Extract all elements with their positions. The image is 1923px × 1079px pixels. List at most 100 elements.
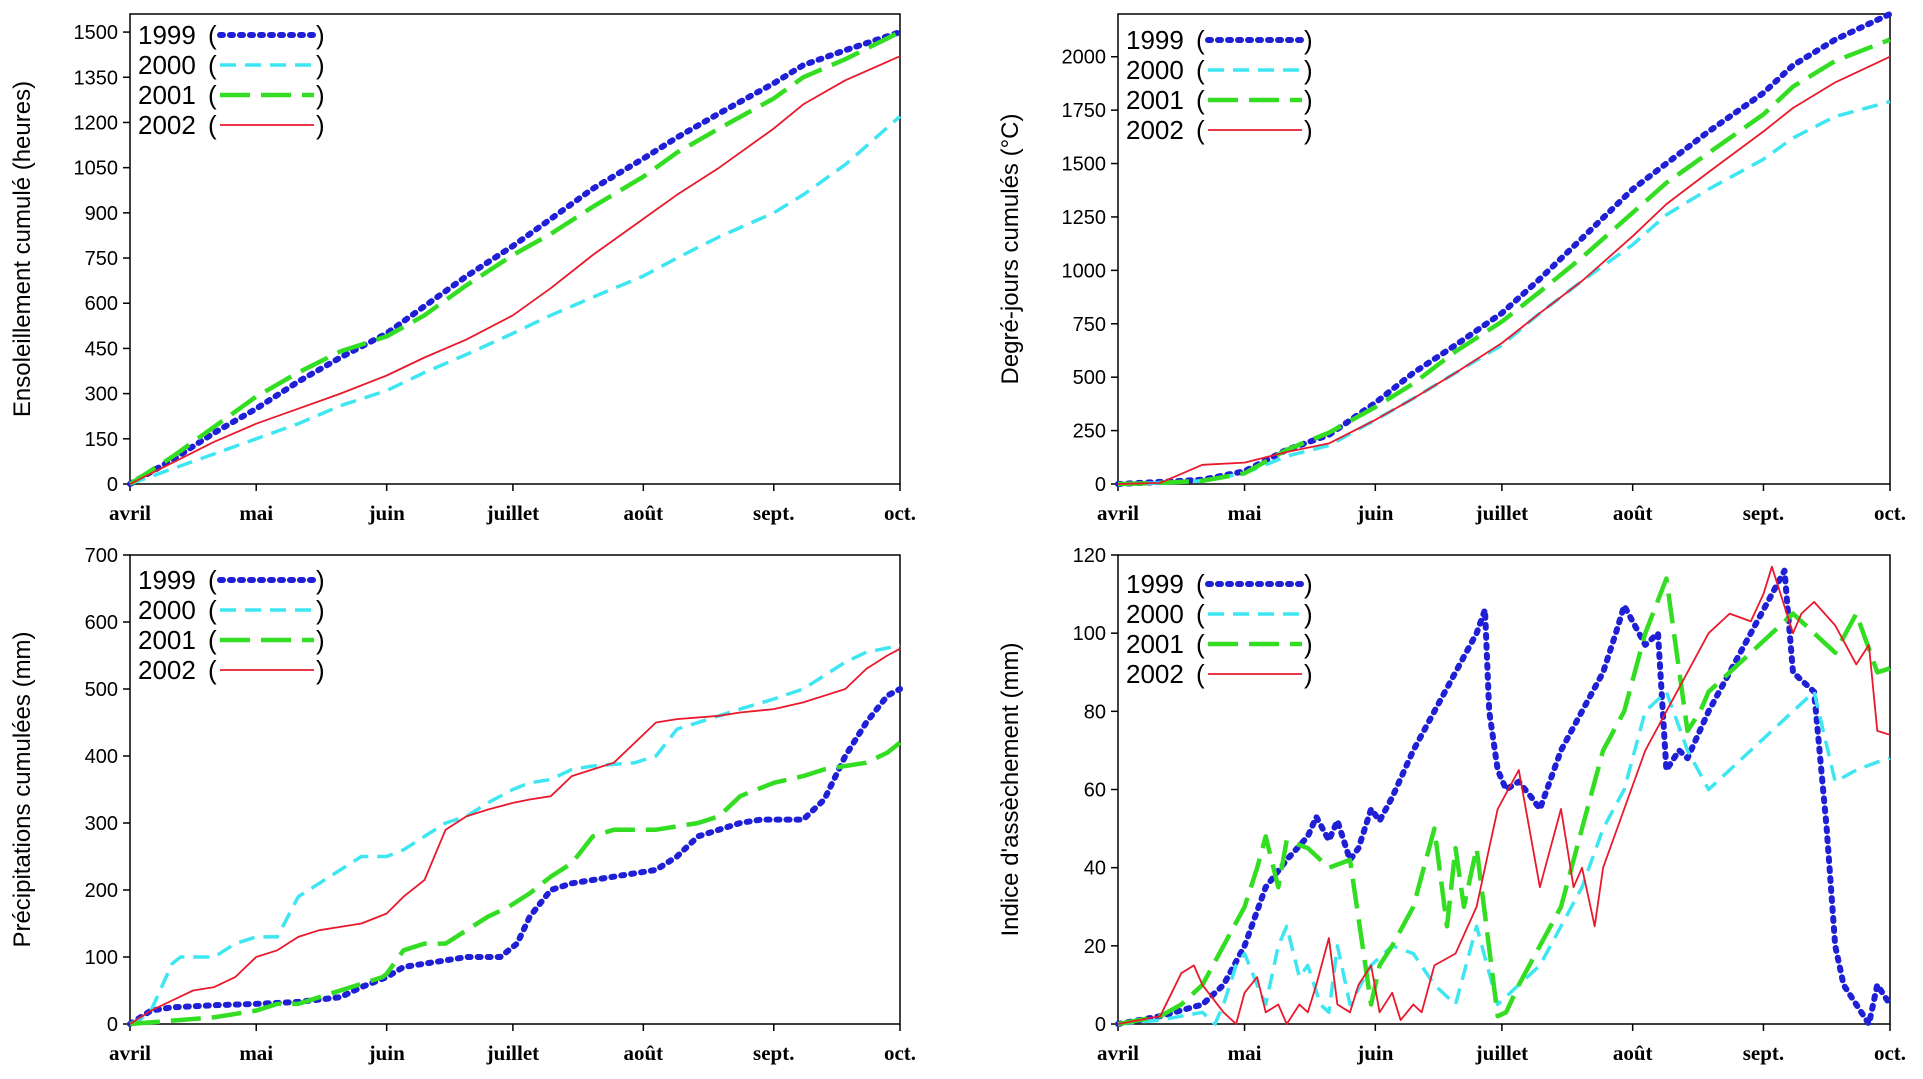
legend-open-paren: ( (1196, 55, 1205, 85)
y-tick-label: 300 (85, 384, 118, 406)
legend-label: 2002 (138, 655, 196, 685)
legend-entry-2000: 2000 () (138, 50, 325, 80)
x-tick-label: sept. (753, 501, 794, 525)
x-tick-label: avril (1097, 501, 1139, 525)
y-axis-label: Précipitations cumulées (mm) (9, 631, 36, 947)
x-tick-label: août (1613, 501, 1653, 525)
x-tick-label: juillet (1475, 1041, 1529, 1065)
legend-close-paren: ) (1304, 25, 1313, 55)
legend-entry-2001: 2001 () (1126, 629, 1313, 659)
x-tick-label: mai (1228, 1041, 1262, 1065)
legend-open-paren: ( (208, 110, 217, 140)
y-tick-label: 750 (85, 248, 118, 270)
y-tick-label: 60 (1084, 780, 1106, 802)
y-tick-label: 120 (1073, 545, 1106, 567)
legend-entry-1999: 1999 () (1126, 569, 1313, 599)
legend-entry-1999: 1999 () (138, 565, 325, 595)
series-line-2001 (128, 30, 901, 486)
x-tick-label: juin (1356, 1041, 1394, 1065)
y-tick-label: 300 (85, 813, 118, 835)
legend-entry-2000: 2000 () (1126, 55, 1313, 85)
x-tick-label: avril (109, 1041, 151, 1065)
y-tick-label: 450 (85, 338, 118, 360)
legend-close-paren: ) (1304, 659, 1313, 689)
legend-open-paren: ( (1196, 85, 1205, 115)
legend-open-paren: ( (1196, 659, 1205, 689)
y-tick-label: 0 (107, 1014, 118, 1036)
y-tick-label: 1250 (1062, 207, 1107, 229)
x-tick-label: sept. (1743, 1041, 1784, 1065)
legend-entry-2002: 2002 () (1126, 115, 1313, 145)
y-tick-label: 20 (1084, 936, 1106, 958)
series-line-1999 (1115, 11, 1893, 487)
x-tick-label: juillet (1475, 501, 1529, 525)
legend-open-paren: ( (208, 655, 217, 685)
legend-close-paren: ) (316, 80, 325, 110)
y-tick-label: 1500 (1062, 154, 1107, 176)
x-tick-label: juillet (486, 1041, 540, 1065)
legend-open-paren: ( (1196, 25, 1205, 55)
x-tick-label: avril (1097, 1041, 1139, 1065)
y-tick-label: 1750 (1062, 100, 1107, 122)
x-tick-label: sept. (753, 1041, 794, 1065)
y-axis-label: Degré-jours cumulés (°C) (997, 114, 1024, 385)
chart-panel-1: 0 150 300 450 600 750 900 1050 1200 1350 1500 avril… (9, 13, 916, 525)
legend-close-paren: ) (316, 565, 325, 595)
legend-entry-2001: 2001 () (138, 625, 325, 655)
x-tick-label: août (623, 1041, 663, 1065)
legend-close-paren: ) (316, 20, 325, 50)
y-tick-label: 900 (85, 203, 118, 225)
y-axis-label: Ensoleillement cumulé (heures) (9, 81, 36, 417)
legend-entry-2001: 2001 () (1126, 85, 1313, 115)
series-line-2000 (1117, 690, 1891, 1026)
x-tick-label: juin (1356, 501, 1394, 525)
legend-label: 2002 (1126, 659, 1184, 689)
x-tick-label: sept. (1743, 501, 1784, 525)
series-line-2001 (1117, 37, 1891, 487)
y-tick-label: 0 (1095, 1014, 1106, 1036)
legend-label: 2000 (1126, 55, 1184, 85)
series-line-2002 (1117, 565, 1891, 1025)
legend-open-paren: ( (1196, 599, 1205, 629)
x-tick-label: avril (109, 501, 151, 525)
x-tick-label: mai (1228, 501, 1262, 525)
chart-panel-4: 0 20 40 60 80 100 120 avril mai juin juillet août se… (997, 545, 1906, 1065)
plot-frame (1117, 13, 1891, 485)
y-tick-label: 200 (85, 880, 118, 902)
legend-entry-1999: 1999 () (138, 20, 325, 50)
y-tick-label: 150 (85, 429, 118, 451)
legend-close-paren: ) (1304, 569, 1313, 599)
legend-open-paren: ( (208, 595, 217, 625)
legend-close-paren: ) (1304, 629, 1313, 659)
legend-label: 2001 (1126, 85, 1184, 115)
legend-entry-2002: 2002 () (138, 655, 325, 685)
x-tick-label: juin (368, 1041, 406, 1065)
y-tick-label: 750 (1073, 314, 1106, 336)
legend-label: 2002 (1126, 115, 1184, 145)
legend-label: 2002 (138, 110, 196, 140)
x-tick-label: oct. (884, 1041, 916, 1065)
y-tick-label: 250 (1073, 421, 1106, 443)
y-tick-label: 600 (85, 293, 118, 315)
legend-label: 2000 (1126, 599, 1184, 629)
y-tick-label: 100 (1073, 623, 1106, 645)
legend-close-paren: ) (316, 655, 325, 685)
x-tick-label: juin (368, 501, 406, 525)
x-tick-label: oct. (1874, 1041, 1906, 1065)
chart-panel-3: 0 100 200 300 400 500 600 700 avril mai juin juille… (9, 545, 916, 1065)
legend-label: 2001 (1126, 629, 1184, 659)
y-tick-label: 0 (107, 474, 118, 496)
x-tick-label: juillet (486, 501, 540, 525)
y-tick-label: 500 (85, 679, 118, 701)
y-tick-label: 700 (85, 545, 118, 567)
plot-frame (129, 554, 901, 1025)
y-tick-label: 1000 (1062, 260, 1107, 282)
legend-close-paren: ) (316, 50, 325, 80)
legend-entry-2002: 2002 () (138, 110, 325, 140)
legend-entry-1999: 1999 () (1126, 25, 1313, 55)
legend-open-paren: ( (1196, 629, 1205, 659)
y-tick-label: 400 (85, 746, 118, 768)
legend-label: 1999 (1126, 25, 1184, 55)
y-axis-label: Indice d'assèchement (mm) (997, 642, 1024, 936)
